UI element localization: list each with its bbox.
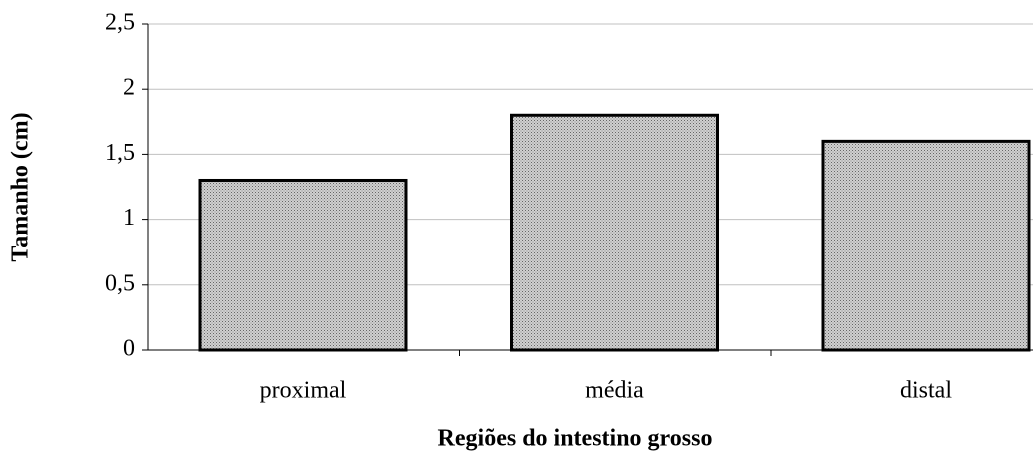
bar: [821, 139, 1031, 352]
x-tick-label: proximal: [260, 378, 347, 404]
y-tick-label: 2,5: [105, 10, 135, 36]
y-tick-label: 0,5: [105, 270, 135, 296]
y-axis-title: Tamanho (cm): [8, 112, 34, 261]
bar: [510, 113, 719, 352]
y-tick-label: 1: [123, 205, 135, 231]
bar: [198, 178, 408, 352]
x-axis-title: Regiões do intestino grosso: [438, 426, 713, 452]
y-tick-label: 2: [123, 75, 135, 101]
x-tick-label: média: [585, 378, 644, 404]
x-tick-label: distal: [900, 378, 952, 404]
y-tick-label: 1,5: [105, 140, 135, 166]
y-tick-label: 0: [123, 336, 135, 362]
